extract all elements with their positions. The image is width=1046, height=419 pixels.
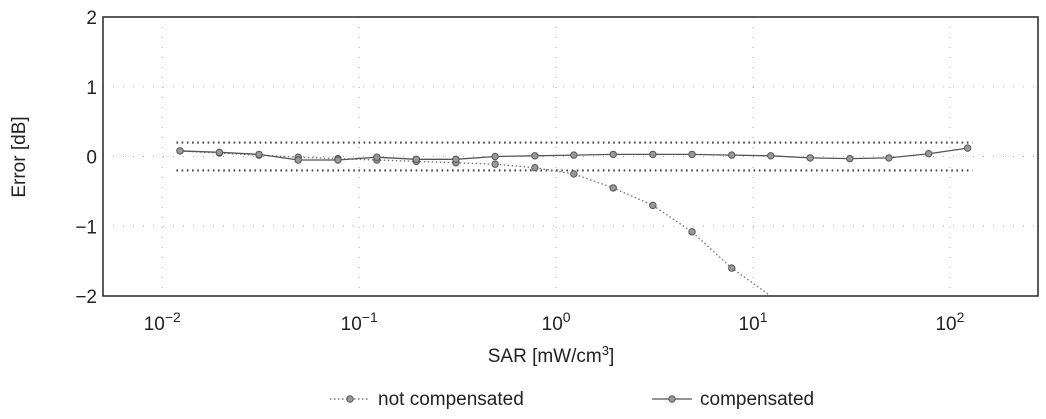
data-point-compensated <box>531 152 539 160</box>
data-point-not-compensated <box>570 170 578 178</box>
data-point-compensated <box>176 147 184 155</box>
y-tick-label: 2 <box>86 8 97 29</box>
legend: not compensated compensated <box>330 389 814 410</box>
x-tick-label: 100 <box>542 309 571 335</box>
series-layer <box>176 144 972 297</box>
y-tick-label: −1 <box>75 217 97 238</box>
legend-item-compensated: compensated <box>652 389 814 410</box>
data-point-not-compensated <box>649 201 657 210</box>
data-point-compensated <box>570 151 578 159</box>
data-point-compensated <box>294 156 302 164</box>
y-axis-label: Error [dB] <box>9 116 30 197</box>
y-tick-labels: −2 −1 0 1 2 <box>75 8 97 308</box>
legend-item-not-compensated: not compensated <box>330 389 524 410</box>
legend-marker-not-compensated <box>346 395 354 403</box>
data-point-not-compensated <box>491 160 499 168</box>
data-point-not-compensated <box>531 163 539 172</box>
legend-label-not-compensated: not compensated <box>378 389 524 410</box>
series-line-not-compensated <box>179 150 772 297</box>
x-tick-label: 10−1 <box>341 309 378 335</box>
y-tick-label: 1 <box>86 78 97 99</box>
data-point-not-compensated <box>688 228 696 236</box>
data-point-compensated <box>373 153 381 161</box>
data-point-compensated <box>885 154 893 162</box>
data-point-compensated <box>491 152 499 161</box>
plot-frame <box>102 16 1039 297</box>
data-point-compensated <box>924 150 933 158</box>
legend-label-compensated: compensated <box>700 389 814 410</box>
data-point-compensated <box>728 151 736 159</box>
y-tick-label: 0 <box>86 148 97 169</box>
x-tick-label: 10−2 <box>144 309 181 335</box>
data-point-compensated <box>767 152 775 160</box>
data-point-not-compensated <box>728 264 736 272</box>
legend-marker-compensated <box>668 395 676 403</box>
data-point-compensated <box>255 150 263 159</box>
data-point-compensated <box>609 150 617 159</box>
data-point-compensated <box>649 150 657 159</box>
data-point-compensated <box>334 156 342 164</box>
data-point-compensated <box>806 154 814 162</box>
data-point-not-compensated <box>609 184 617 192</box>
series-compensated <box>176 144 972 164</box>
data-point-compensated <box>452 155 460 163</box>
x-tick-labels: 10−2 10−1 100 101 102 <box>144 309 965 335</box>
x-axis-label: SAR [mW/cm3] <box>488 343 615 367</box>
data-point-compensated <box>412 155 421 163</box>
data-point-compensated <box>846 154 854 163</box>
data-point-compensated <box>963 144 972 152</box>
data-point-compensated <box>688 150 696 159</box>
x-tick-label: 102 <box>935 309 964 335</box>
data-point-compensated <box>215 148 224 157</box>
x-tick-label: 101 <box>739 309 768 335</box>
y-tick-label: −2 <box>75 287 97 308</box>
